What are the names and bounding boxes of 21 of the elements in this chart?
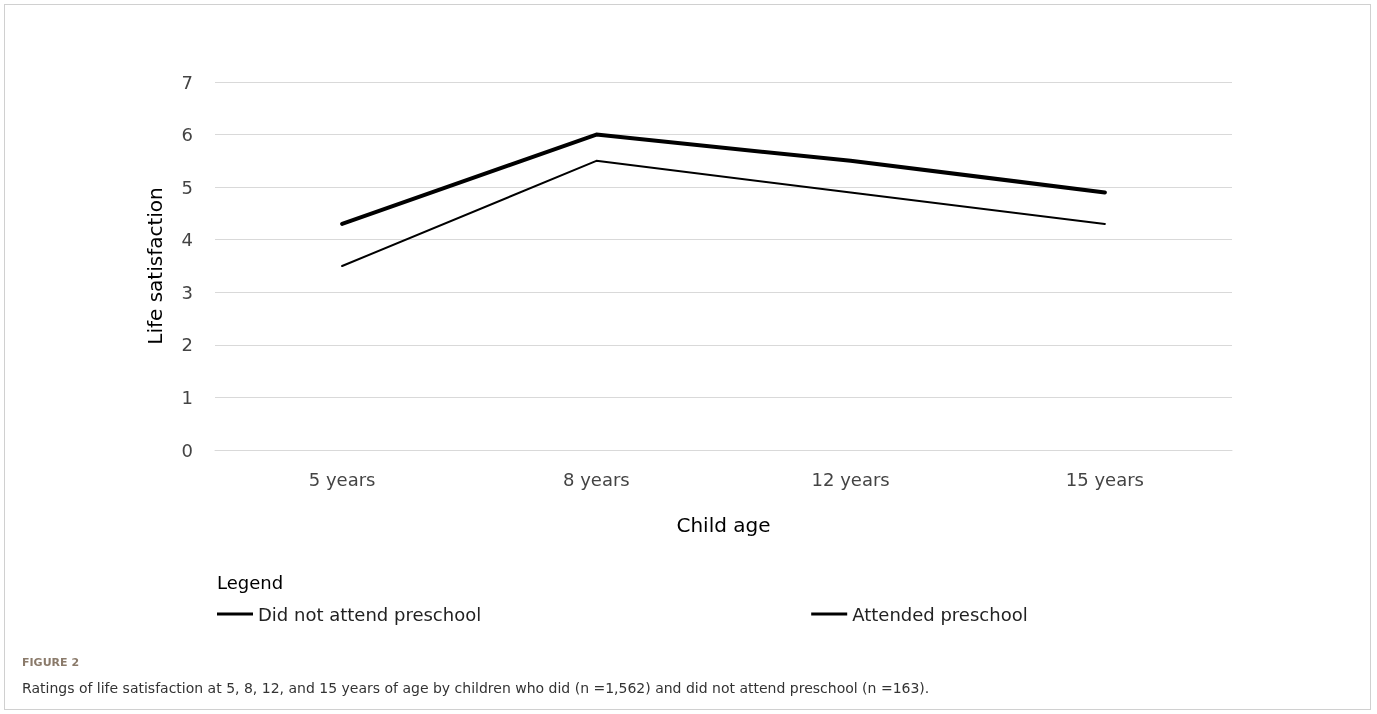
legend-label: Did not attend preschool xyxy=(258,603,482,625)
y-tick-label: 6 xyxy=(181,124,193,146)
y-tick-label: 1 xyxy=(181,386,193,408)
line-series xyxy=(340,132,1107,226)
x-axis-title: Child age xyxy=(676,513,771,537)
legend-title: Legend xyxy=(217,571,284,593)
x-tick-label: 12 years xyxy=(811,468,890,490)
caption: FIGURE 2 xyxy=(22,656,80,669)
y-tick-label: 7 xyxy=(181,71,193,93)
x-tick-label: 8 years xyxy=(563,468,630,490)
y-tick-label: 2 xyxy=(181,334,193,356)
text: Ratings of life satisfaction at 5, 8, 12, and 15 years of age by children who did (n =1,562) and did not attend preschool (n =163). xyxy=(22,680,930,696)
x-tick-label: 15 years xyxy=(1065,468,1144,490)
y-axis-title: Life satisfaction xyxy=(143,187,167,345)
line-series xyxy=(341,159,1106,267)
y-tick-label: 4 xyxy=(181,229,193,251)
y-tick-label: 3 xyxy=(181,281,193,303)
legend-label: Attended preschool xyxy=(852,603,1028,625)
y-tick-label: 0 xyxy=(181,439,193,461)
x-tick-label: 5 years xyxy=(308,468,376,490)
y-tick-label: 5 xyxy=(181,176,193,198)
